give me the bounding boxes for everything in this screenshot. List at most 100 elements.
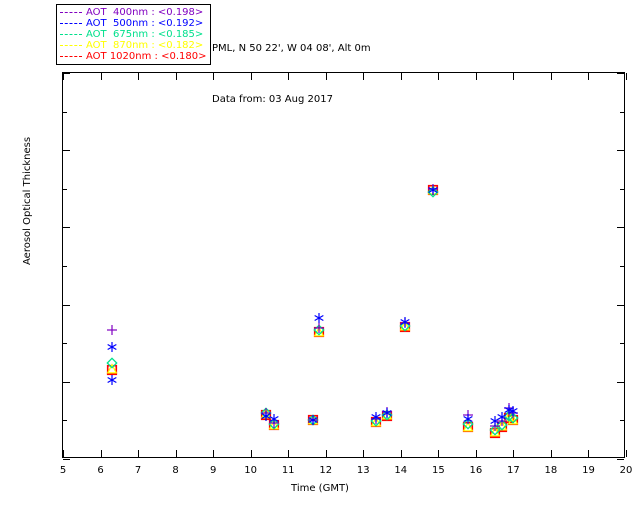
- x-axis-tick: [588, 450, 590, 457]
- y-axis-tick: [617, 150, 624, 152]
- x-axis-tick-label: 16: [469, 465, 483, 476]
- data-point-400nm: [261, 408, 272, 419]
- plot-data-area: [63, 73, 624, 457]
- data-point-675nm: [106, 356, 118, 369]
- data-point-1020nm: [371, 417, 382, 428]
- y-axis-minor-tick: [620, 266, 624, 267]
- data-point-500nm: [268, 414, 279, 425]
- y-axis-minor-tick: [63, 188, 67, 190]
- x-axis-tick-label: 19: [582, 465, 595, 476]
- data-point-400nm: [307, 415, 318, 426]
- x-axis-tick: [288, 73, 290, 80]
- data-point-1020nm: [106, 365, 117, 376]
- data-point-400nm: [399, 318, 410, 329]
- data-point-400nm: [313, 322, 324, 333]
- data-point-400nm: [508, 407, 519, 418]
- x-axis-tick: [438, 73, 440, 80]
- x-axis-tick-label: 8: [172, 465, 179, 476]
- y-axis-minor-tick: [63, 420, 67, 422]
- x-axis-tick-label: 11: [281, 465, 295, 476]
- data-point-400nm: [463, 409, 474, 420]
- y-axis-minor-tick: [63, 343, 67, 345]
- data-point-1020nm: [427, 185, 438, 196]
- legend-line-swatch-icon: [60, 12, 82, 13]
- data-point-870nm: [462, 421, 474, 432]
- plot-frame: 0.00.20.40.60.81.05678910111213141516171…: [60, 72, 632, 476]
- legend-line-swatch-icon: [60, 23, 82, 24]
- data-point-1020nm: [508, 415, 519, 426]
- y-axis-minor-tick: [63, 111, 67, 113]
- y-axis-tick: [617, 73, 624, 74]
- x-axis-tick: [138, 450, 140, 457]
- x-axis-tick: [325, 73, 327, 80]
- data-point-675nm: [427, 185, 439, 198]
- y-axis-tick: [63, 304, 70, 306]
- x-axis-tick: [438, 450, 440, 457]
- legend-box: AOT 400nm : <0.198> AOT 500nm : <0.192> AO…: [56, 4, 212, 65]
- data-point-675nm: [503, 410, 515, 422]
- data-point-675nm: [398, 320, 411, 332]
- x-axis-tick: [588, 73, 590, 80]
- x-axis-tick: [100, 73, 102, 80]
- x-axis-tick: [475, 450, 477, 457]
- data-point-1020nm: [497, 421, 508, 433]
- x-axis-tick: [100, 450, 102, 457]
- data-point-870nm: [307, 414, 318, 426]
- x-axis-tick-label: 6: [97, 465, 104, 476]
- y-axis-tick: [63, 150, 70, 152]
- data-point-500nm: [313, 313, 324, 324]
- site-info-line: PML, N 50 22', W 04 08', Alt 0m: [212, 43, 371, 54]
- data-point-500nm: [399, 316, 410, 327]
- data-point-500nm: [503, 404, 514, 415]
- data-point-675nm: [462, 418, 474, 430]
- x-axis-tick: [475, 73, 477, 80]
- x-axis-tick: [400, 450, 402, 457]
- data-point-500nm: [427, 184, 438, 195]
- legend-entry-label: AOT 1020nm : <0.180>: [86, 51, 207, 62]
- data-point-870nm: [399, 320, 410, 332]
- data-point-500nm: [371, 412, 382, 423]
- data-point-500nm: [497, 411, 508, 422]
- data-point-500nm: [490, 416, 501, 427]
- x-axis-tick-label: 10: [244, 465, 258, 476]
- data-point-675nm: [260, 407, 273, 420]
- y-axis-tick: [63, 459, 70, 460]
- x-axis-tick-label: 15: [431, 465, 445, 476]
- data-point-1020nm: [399, 321, 410, 332]
- data-point-400nm: [381, 406, 392, 417]
- legend-entry-label: AOT 500nm : <0.192>: [86, 18, 204, 29]
- legend-entry-500nm: AOT 500nm : <0.192>: [60, 18, 206, 29]
- data-point-400nm: [503, 403, 514, 414]
- x-axis-tick-label: 12: [319, 465, 333, 476]
- data-point-500nm: [508, 406, 519, 417]
- legend-entry-label: AOT 870nm : <0.182>: [86, 40, 204, 51]
- x-axis-tick: [626, 73, 627, 80]
- x-axis-tick: [363, 450, 365, 457]
- x-axis-tick: [213, 73, 215, 80]
- data-point-400nm: [427, 183, 438, 194]
- data-point-870nm: [427, 184, 439, 195]
- x-axis-tick: [175, 450, 177, 457]
- y-axis-minor-tick: [63, 266, 67, 267]
- data-point-500nm: [106, 342, 117, 353]
- data-point-400nm: [371, 413, 382, 424]
- x-axis-tick-label: 17: [507, 465, 520, 476]
- data-point-400nm: [490, 421, 501, 432]
- data-point-500nm: [381, 408, 392, 419]
- y-axis-minor-tick: [620, 343, 624, 345]
- data-point-675nm: [489, 424, 501, 436]
- legend-line-swatch-icon: [60, 34, 82, 35]
- data-point-400nm: [268, 418, 279, 429]
- data-point-870nm: [313, 325, 325, 337]
- y-axis-tick: [617, 381, 624, 383]
- data-point-870nm: [371, 416, 382, 427]
- y-axis-tick: [617, 227, 624, 229]
- legend-entry-1020nm: AOT 1020nm : <0.180>: [60, 51, 206, 62]
- data-point-675nm: [380, 408, 393, 421]
- data-point-870nm: [261, 408, 272, 420]
- x-axis-tick: [626, 450, 627, 457]
- data-point-870nm: [508, 413, 519, 425]
- x-axis-tick: [288, 450, 290, 457]
- x-axis-tick: [550, 450, 552, 457]
